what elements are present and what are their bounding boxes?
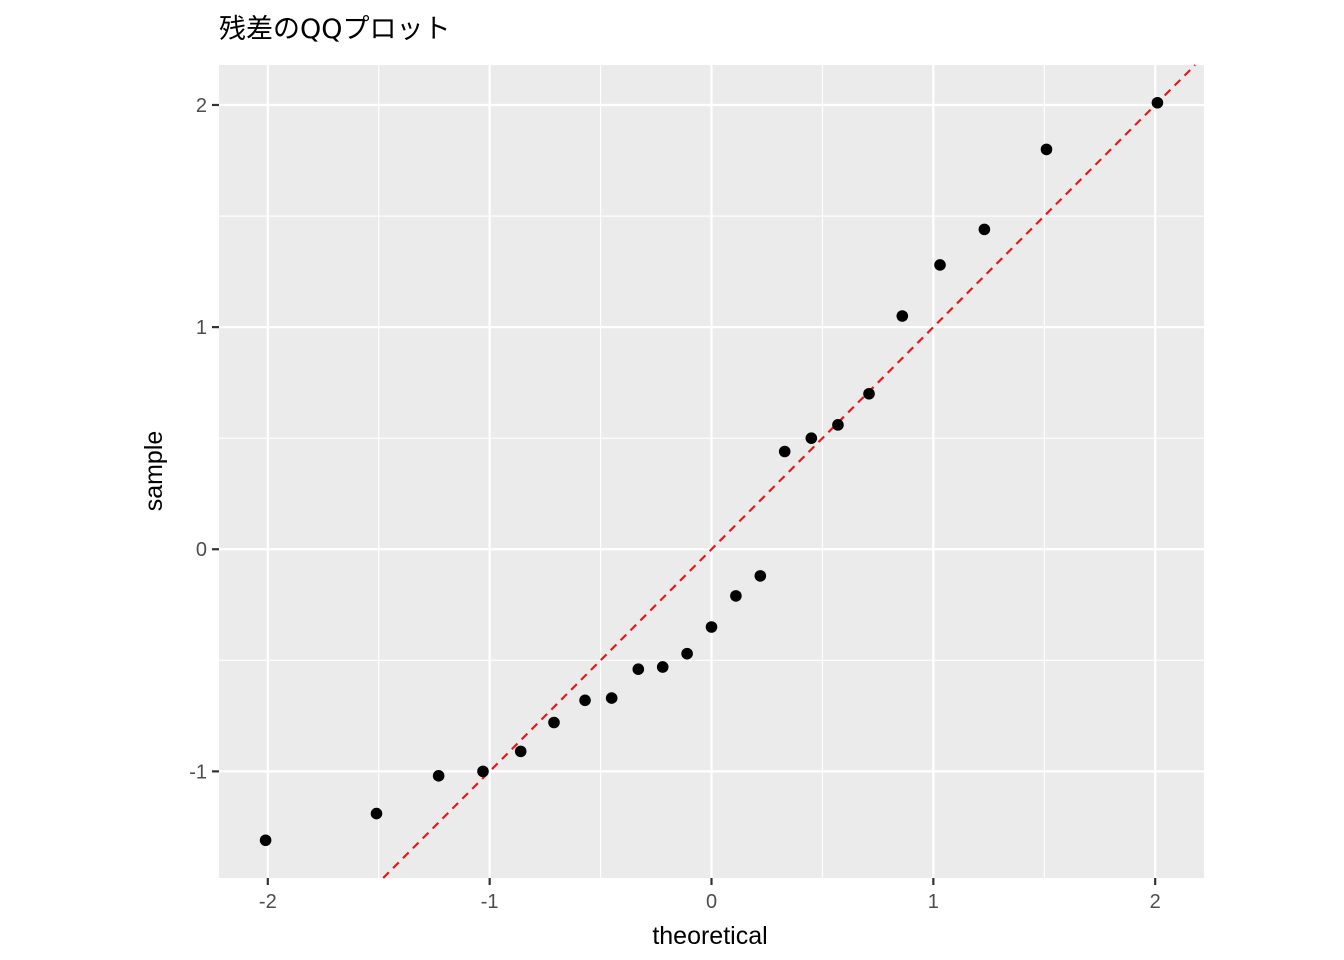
data-point <box>371 808 383 820</box>
data-point <box>1152 97 1164 109</box>
y-axis-title: sample <box>140 431 168 512</box>
x-tick-label: 0 <box>706 891 717 913</box>
data-point <box>260 834 272 846</box>
data-point <box>657 661 669 673</box>
data-point <box>730 590 742 602</box>
data-point <box>606 692 618 704</box>
y-tick-label: 0 <box>196 539 207 561</box>
x-tick-label: 2 <box>1150 891 1161 913</box>
data-point <box>755 570 767 582</box>
y-tick-label: -1 <box>189 761 207 783</box>
data-point <box>979 224 991 236</box>
y-tick-label: 1 <box>196 317 207 339</box>
x-tick-label: 1 <box>928 891 939 913</box>
data-point <box>548 717 560 729</box>
data-point <box>706 621 718 633</box>
chart-title: 残差のQQプロット <box>219 14 451 45</box>
x-tick-label: -1 <box>481 891 499 913</box>
x-axis-title: theoretical <box>652 922 767 950</box>
y-tick-label: 2 <box>196 95 207 117</box>
data-point <box>632 663 644 675</box>
data-point <box>806 432 818 444</box>
data-point <box>832 419 844 431</box>
data-point <box>896 310 908 322</box>
data-point <box>477 766 489 778</box>
data-point <box>934 259 946 271</box>
data-point <box>433 770 445 782</box>
x-tick-label: -2 <box>259 891 277 913</box>
data-point <box>863 388 875 400</box>
data-point <box>579 694 591 706</box>
data-point <box>1041 144 1053 156</box>
y-axis: -1 0 1 2 <box>189 95 219 783</box>
x-axis: -2 -1 0 1 2 <box>259 878 1161 913</box>
data-point <box>779 446 791 458</box>
data-point <box>681 648 693 660</box>
data-point <box>515 746 527 758</box>
